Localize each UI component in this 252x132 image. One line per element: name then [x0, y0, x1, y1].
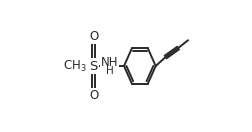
Text: O: O	[89, 89, 98, 102]
Text: S: S	[89, 60, 98, 72]
Text: NH: NH	[101, 56, 118, 69]
Text: CH$_3$: CH$_3$	[63, 58, 87, 74]
Text: O: O	[89, 30, 98, 43]
Text: H: H	[106, 66, 113, 76]
